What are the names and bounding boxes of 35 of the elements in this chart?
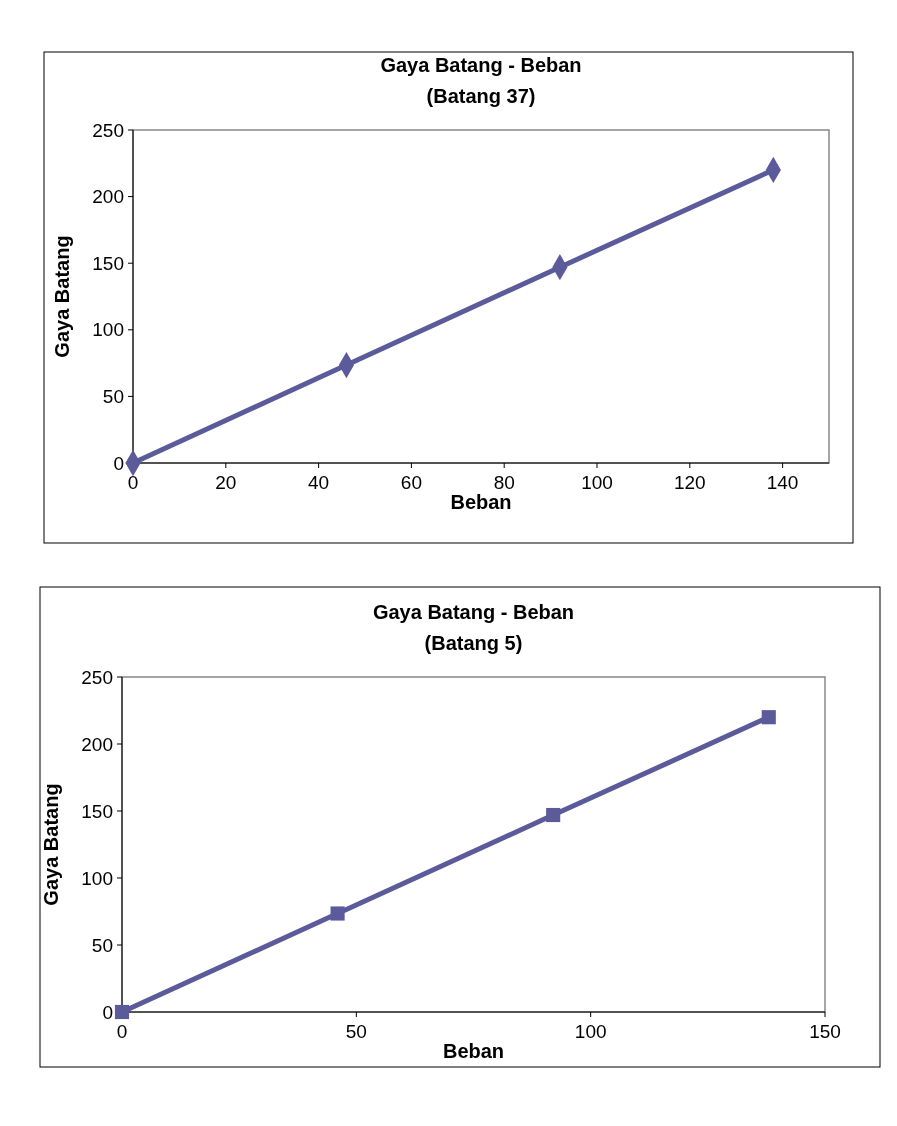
x-tick-label: 100 [574,1021,607,1042]
x-axis-title: Beban [442,1040,505,1062]
y-tick-label: 50 [102,386,124,408]
x-tick-label: 100 [581,472,613,493]
y-tick-label: 150 [81,800,113,822]
y-tick-label: 0 [113,452,124,474]
y-tick-label: 250 [92,119,124,141]
x-tick-label: 150 [809,1021,841,1042]
y-tick-label: 100 [81,867,113,889]
x-tick-label: 0 [127,472,139,493]
point [546,807,561,823]
y-axis-title: Gaya Batang [51,235,73,358]
y-tick-label: 0 [102,1001,113,1023]
x-tick-label: 140 [766,472,799,493]
x-tick-label: 50 [345,1021,367,1042]
x-tick-label: 80 [493,472,515,493]
point [330,906,345,921]
x-tick-label: 120 [673,472,706,493]
y-tick-label: 200 [92,186,124,208]
y-tick-label: 50 [91,934,113,956]
y-tick-label: 250 [81,666,113,688]
x-axis-title: Beban [450,491,512,513]
y-tick-label: 100 [92,319,124,341]
x-tick-label: 20 [215,472,237,493]
point [761,710,776,725]
y-tick-label: 200 [81,733,113,755]
chart-subtitle: (Batang 37) [426,85,536,107]
x-tick-label: 40 [308,472,330,493]
chart-title: Gaya Batang - Beban [372,601,575,623]
point [114,1004,130,1020]
y-axis-title: Gaya Batang [40,783,62,906]
chart-subtitle: (Batang 5) [424,632,523,654]
chart-title: Gaya Batang - Beban [380,54,582,76]
y-tick-label: 150 [92,252,124,274]
x-tick-label: 60 [400,472,422,493]
